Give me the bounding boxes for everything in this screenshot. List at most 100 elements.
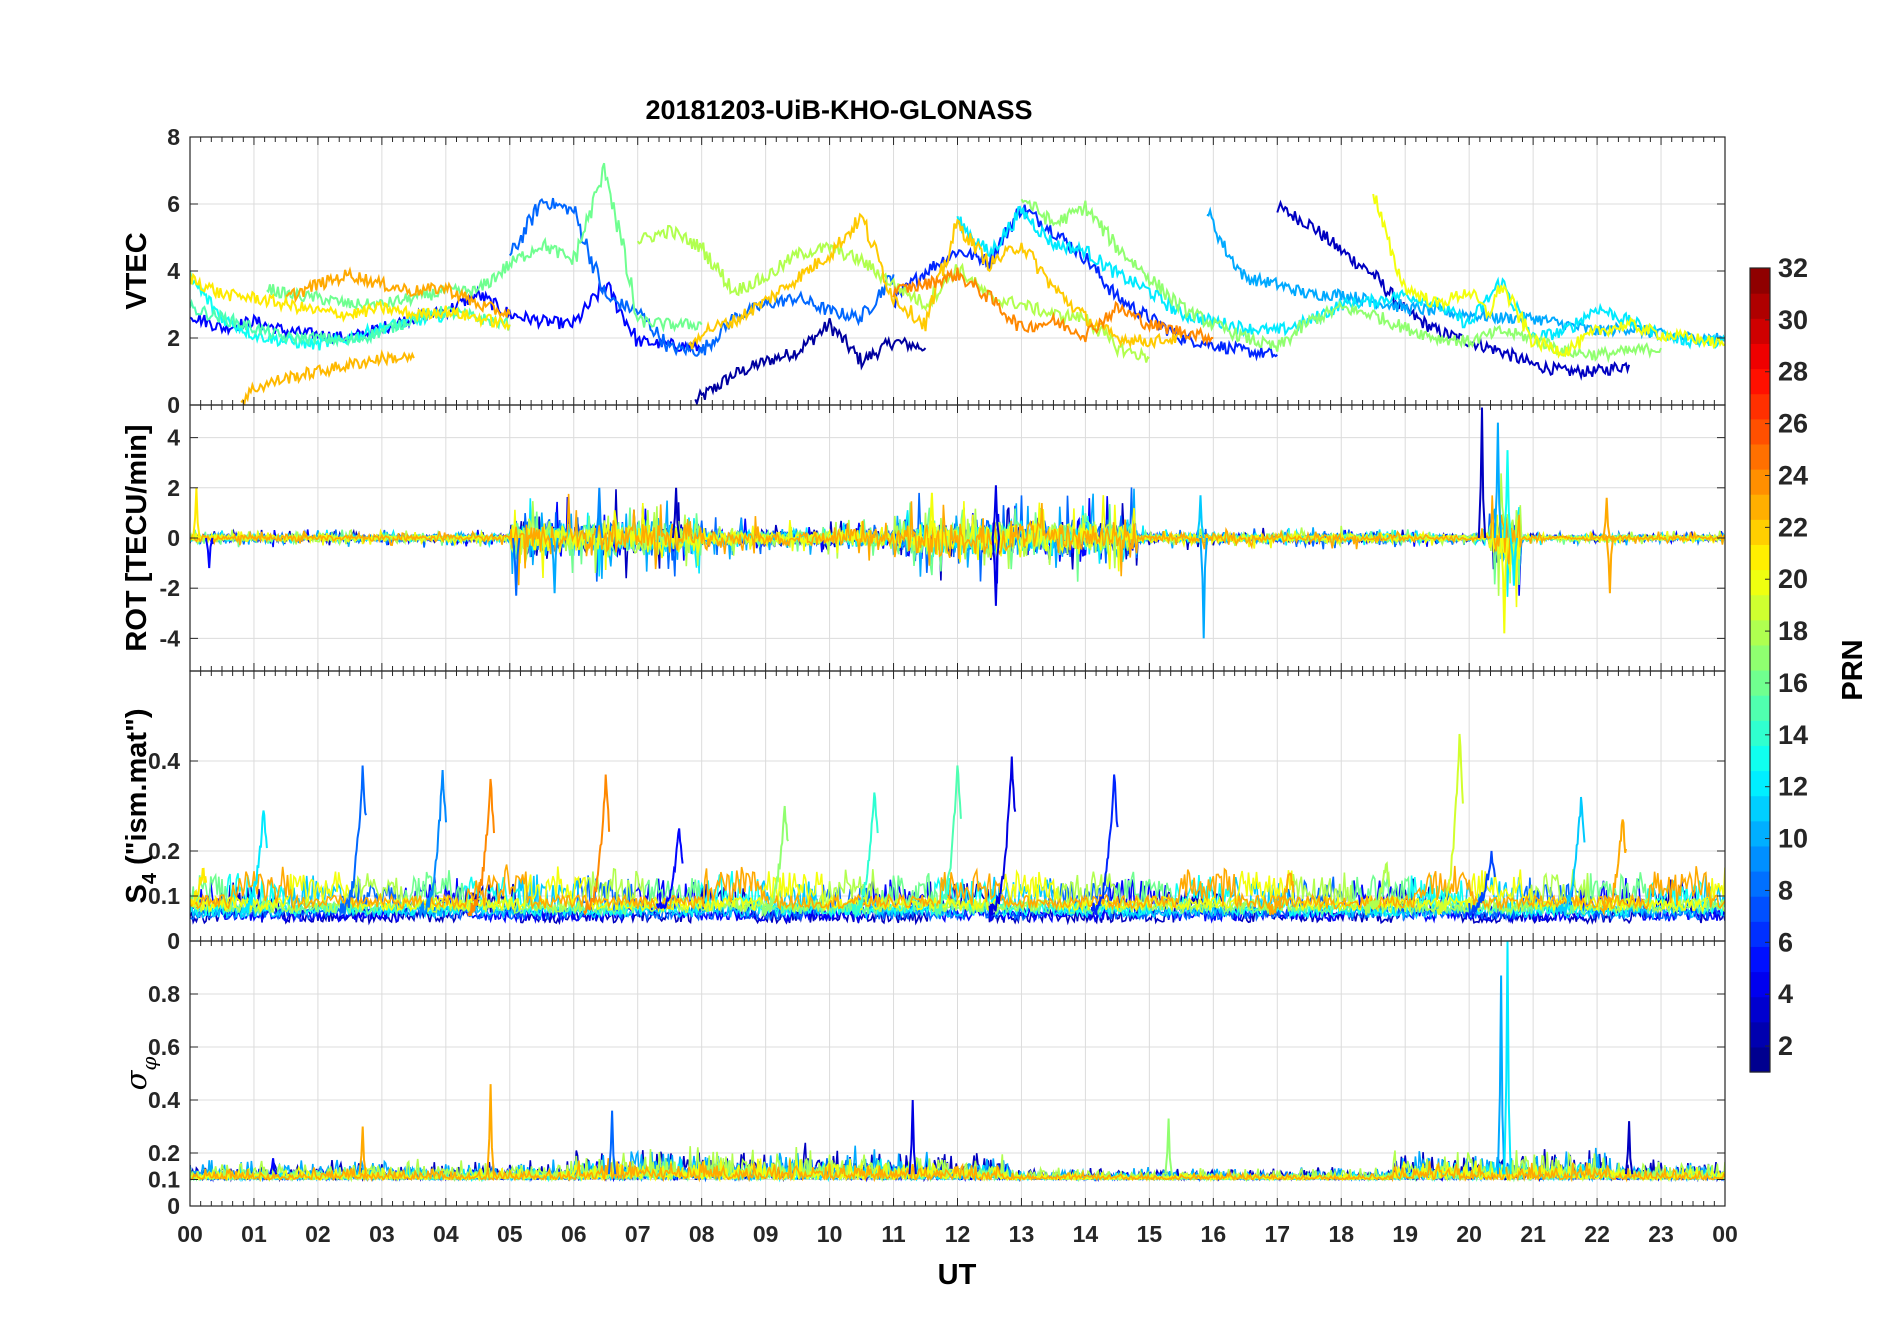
y-axis-label-vtec: VTEC	[121, 232, 153, 309]
rot-spike-14	[1602, 497, 1611, 539]
y-tick-vtec: 0	[167, 392, 180, 418]
x-tick-label: 00	[177, 1221, 203, 1247]
x-tick-label: 12	[945, 1221, 971, 1247]
colorbar-segment	[1750, 644, 1770, 671]
s4-peak-11	[1468, 850, 1496, 917]
s4-peak-13	[1599, 819, 1627, 917]
s4-peak-7	[934, 765, 962, 918]
x-tick-label: 03	[369, 1221, 395, 1247]
chart-title: 20181203-UiB-KHO-GLONASS	[645, 95, 1032, 125]
y-tick-s4: 0.1	[148, 883, 180, 909]
colorbar-segment	[1750, 368, 1770, 395]
colorbar-label: PRN	[1837, 639, 1869, 700]
colorbar-tick-label: 14	[1778, 720, 1808, 750]
ticks-rot	[189, 405, 1726, 671]
colorbar-segment	[1750, 896, 1770, 922]
ticks-s4	[189, 671, 1726, 941]
colorbar-segment	[1750, 720, 1770, 746]
vtec-line-prn-4	[508, 197, 895, 357]
colorbar-segment	[1750, 795, 1770, 822]
x-tick-label: 10	[817, 1221, 843, 1247]
colorbar-tick-label: 20	[1778, 564, 1808, 594]
rot-spike-9	[1477, 407, 1487, 539]
x-tick-label: 05	[497, 1221, 523, 1247]
ticks-sigma_phi	[189, 941, 1726, 1206]
sigma_phi-spike-0	[358, 1126, 367, 1175]
series-rot	[190, 407, 1725, 639]
s4-peak-14	[190, 867, 208, 910]
colorbar-segment	[1750, 594, 1770, 621]
y-tick-s4: 0.2	[148, 838, 180, 864]
rot-spike-4	[991, 537, 1001, 606]
sigma_phi-spike-3	[908, 1099, 917, 1175]
colorbar-segment	[1750, 569, 1770, 596]
colorbar-segment	[1750, 1021, 1770, 1048]
panel-sigma_phi: 00.10.2 0.4 0.6 0.8 σφ	[119, 940, 1726, 1219]
colorbar-segment	[1750, 544, 1770, 571]
x-tick-label: 04	[433, 1221, 459, 1247]
s4-peak-3	[467, 778, 495, 917]
sigma_phi-spike-2	[607, 1110, 617, 1175]
x-tick-label: 16	[1201, 1221, 1227, 1247]
s4-peak-16	[1266, 872, 1295, 916]
rot-spike-10	[1493, 422, 1503, 539]
series-vtec	[190, 162, 1725, 405]
s4-peak-1	[339, 765, 367, 918]
x-tick-label: 14	[1073, 1221, 1099, 1247]
rot-spike-6	[927, 492, 937, 539]
colorbar-tick-label: 28	[1778, 357, 1808, 387]
s4-peak-6	[851, 792, 879, 920]
series-sigma_phi	[190, 941, 1725, 1183]
rot-spike-7	[1196, 495, 1205, 539]
rot-spike-1	[550, 537, 559, 594]
rot-spike-2	[595, 487, 604, 539]
colorbar-segment	[1750, 418, 1770, 445]
colorbar-segment	[1750, 318, 1770, 344]
vtec-line-prn-16	[892, 267, 1214, 347]
colorbar-segment	[1750, 519, 1770, 545]
y-tick-rot: 2	[167, 475, 180, 501]
vtec-line-prn-5	[1206, 206, 1725, 345]
colorbar-tick-label: 30	[1778, 305, 1808, 335]
vtec-line-prn-0	[694, 318, 927, 405]
colorbar-segment	[1750, 996, 1770, 1023]
x-tick-label: 08	[689, 1221, 715, 1247]
sigma_phi-spike-4	[1164, 1118, 1173, 1175]
x-tick-label: 00	[1712, 1221, 1738, 1247]
x-axis-label: UT	[938, 1259, 977, 1291]
s4-peak-9	[1090, 774, 1119, 917]
x-tick-label: 23	[1648, 1221, 1674, 1247]
colorbar-segment	[1750, 971, 1770, 998]
colorbar-frame	[1749, 267, 1771, 1073]
colorbar-segment	[1750, 745, 1770, 772]
colorbar-segment	[1750, 845, 1770, 872]
colorbar-tick-label: 32	[1778, 253, 1808, 283]
colorbar-tick-label: 24	[1778, 460, 1808, 490]
colorbar-segment	[1750, 921, 1770, 947]
colorbar-segment	[1750, 820, 1770, 847]
rot-spike-11	[1503, 450, 1512, 539]
colorbar-segment	[1750, 494, 1770, 520]
ticks-vtec	[189, 137, 1726, 405]
vtec-line-prn-10	[1020, 198, 1662, 364]
rot-spike-0	[512, 537, 521, 596]
y-tick-sigma_phi: 0.2	[148, 1140, 180, 1166]
series-s4	[190, 733, 1725, 926]
rot-spike-3	[671, 487, 681, 539]
rot-spike-13	[1509, 537, 1519, 586]
colorbar-tick-label: 26	[1778, 409, 1808, 439]
colorbar-tick-label: 4	[1778, 979, 1793, 1009]
vtec-line-prn-9	[266, 162, 703, 333]
y-tick-vtec: 8	[167, 124, 180, 150]
colorbar-segment	[1750, 443, 1770, 470]
y-tick-vtec: 6	[167, 191, 180, 217]
y-tick-rot: 4	[167, 425, 180, 451]
x-tick-label: 18	[1328, 1221, 1354, 1247]
colorbar-tick-label: 16	[1778, 668, 1808, 698]
sigma_phi-noise-prn-23	[190, 1158, 1725, 1183]
vtec-line-prn-3	[892, 204, 1278, 362]
colorbar-segment	[1750, 871, 1770, 897]
rot-spike-12	[1500, 537, 1509, 634]
